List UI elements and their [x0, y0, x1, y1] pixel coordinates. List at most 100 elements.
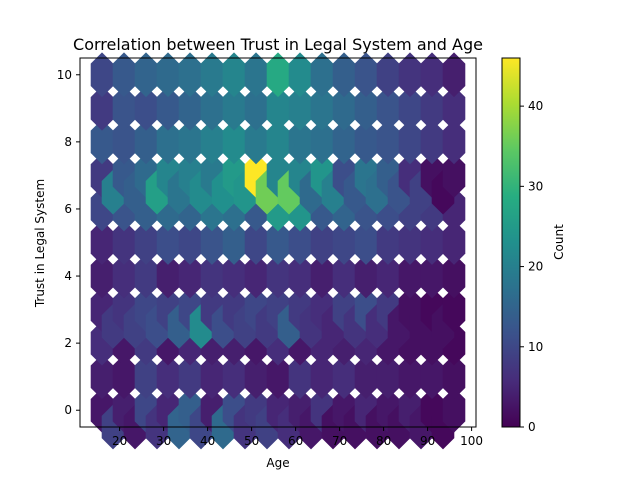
hex-bin [244, 220, 268, 265]
colorbar-tick-label: 40 [528, 99, 543, 113]
x-tick-label: 40 [200, 434, 215, 448]
hex-bin [266, 354, 290, 400]
hex-bin [134, 253, 158, 299]
hex-bin [156, 119, 180, 165]
y-axis: 0 2 4 6 8 10 [57, 68, 80, 417]
hex-bin [420, 253, 444, 299]
hex-bin [310, 220, 334, 265]
colorbar-tick-label: 30 [528, 179, 543, 193]
hex-bin [178, 119, 202, 165]
hex-bin [332, 85, 356, 131]
x-tick-label: 30 [156, 434, 171, 448]
hex-bin [376, 119, 400, 165]
hex-bin [112, 354, 136, 400]
hex-bin [354, 354, 378, 400]
hex-bin [354, 52, 378, 98]
x-axis: 20 30 40 50 60 70 80 90 100 [112, 427, 483, 448]
y-tick-label: 0 [64, 403, 72, 417]
hex-bin [200, 85, 224, 131]
hex-bin [178, 354, 202, 400]
hex-bin [266, 220, 290, 265]
hex-bin [442, 52, 466, 98]
hex-bin [420, 220, 444, 265]
hex-bin [112, 253, 136, 299]
x-tick-label: 60 [288, 434, 303, 448]
hex-bin [222, 119, 246, 165]
hex-bin [310, 85, 334, 131]
hex-bin [288, 220, 312, 265]
y-tick-label: 4 [64, 269, 72, 283]
colorbar-tick-label: 10 [528, 340, 543, 354]
hex-bin [288, 253, 312, 299]
hex-bin [442, 153, 466, 198]
hex-bin [266, 119, 290, 165]
hex-bin [354, 220, 378, 265]
hex-bin [354, 85, 378, 131]
hex-bin [310, 253, 334, 299]
hex-bin [332, 52, 356, 98]
hex-bin [376, 52, 400, 98]
hex-bin [178, 253, 202, 299]
hex-bin [200, 52, 224, 98]
colorbar-tick-label: 0 [528, 420, 536, 434]
hex-bin [376, 253, 400, 299]
hex-bin [420, 119, 444, 165]
x-tick-label: 100 [460, 434, 483, 448]
hex-bin [134, 220, 158, 265]
hex-bin [332, 253, 356, 299]
hex-bin [310, 52, 334, 98]
hex-bin [332, 354, 356, 400]
hex-bin [244, 354, 268, 400]
hex-bin [90, 253, 114, 299]
hex-bin [420, 85, 444, 131]
y-axis-label: Trust in Legal System [33, 179, 47, 308]
hex-bin [156, 253, 180, 299]
colorbar: 0 10 20 30 40 [501, 57, 543, 434]
hex-bin [200, 220, 224, 265]
y-tick-label: 6 [64, 202, 72, 216]
hex-bin [288, 52, 312, 98]
hex-bin [266, 52, 290, 98]
colorbar-tick-label: 20 [528, 260, 543, 274]
hex-bin [134, 354, 158, 400]
hex-bin [156, 220, 180, 265]
hex-bin [112, 85, 136, 131]
hex-bin [442, 387, 466, 433]
plot-frame [79, 57, 477, 428]
hex-bin [442, 253, 466, 299]
hex-bin [288, 354, 312, 400]
hex-bin [288, 85, 312, 131]
hex-bin [90, 220, 114, 265]
hex-bin [398, 52, 422, 98]
hex-bin [112, 52, 136, 98]
y-tick-label: 8 [64, 135, 72, 149]
hex-bin [376, 220, 400, 265]
hex-bin [442, 119, 466, 165]
hex-bin [354, 253, 378, 299]
hex-bin [266, 85, 290, 131]
hex-bin [222, 52, 246, 98]
hex-bin [112, 119, 136, 165]
hex-bin [266, 253, 290, 299]
hex-bin [222, 85, 246, 131]
hex-bin [442, 354, 466, 400]
hex-bin [222, 253, 246, 299]
hex-bin [200, 354, 224, 400]
hex-bin [156, 52, 180, 98]
chart-title: Correlation between Trust in Legal Syste… [73, 35, 483, 54]
hex-bin [200, 253, 224, 299]
hex-bin [112, 220, 136, 265]
hex-bin [376, 85, 400, 131]
hex-bin [244, 253, 268, 299]
hex-bin [442, 220, 466, 265]
hex-bin [244, 52, 268, 98]
hex-bin [90, 52, 114, 98]
hex-bin [376, 354, 400, 400]
hex-bin [332, 119, 356, 165]
x-axis-label: Age [266, 456, 289, 470]
hex-bin [420, 354, 444, 400]
colorbar-gradient [501, 57, 521, 428]
y-tick-label: 10 [57, 68, 72, 82]
hex-bin [398, 253, 422, 299]
